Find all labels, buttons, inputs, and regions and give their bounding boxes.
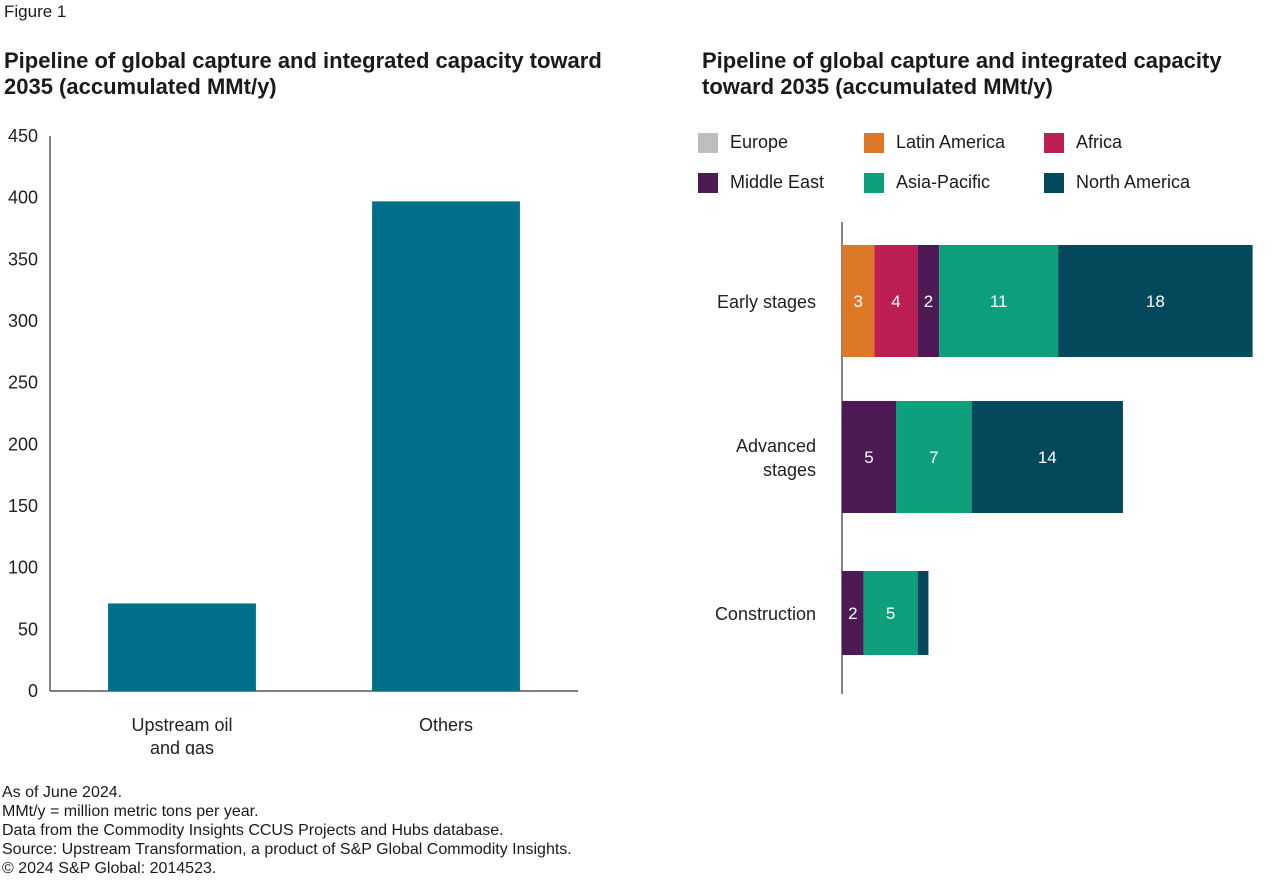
note-copyright: © 2024 S&P Global: 2014523. [2,860,217,877]
legend-item-north-america: North America [1044,172,1190,193]
bar-segment-construction-north-america [917,571,929,655]
bar-segment-early-stages-north-america [1058,245,1253,357]
data-label: 2 [924,292,933,311]
legend-item-africa: Africa [1044,132,1122,153]
bar-segment-advanced-stages-asia-pacific [896,401,972,513]
y-tick-label: 150 [8,496,38,516]
y-tick-label: 300 [8,311,38,331]
y-tick-label: 250 [8,373,38,393]
data-label: 11 [990,292,1008,311]
bar-segment-early-stages-africa [874,245,918,357]
legend-label: Africa [1076,132,1123,152]
legend-swatch [864,132,884,153]
legend-item-europe: Europe [698,132,788,153]
x-tick-label: Upstream oil and gas [131,715,232,755]
right-chart-legend: Europe Latin America Africa Middle East Asia… [698,132,1278,202]
legend-label: Middle East [730,172,825,192]
legend-label: Asia-Pacific [896,172,991,192]
legend-item-latin-america: Latin America [864,132,1005,153]
category-label: Advanced stages [736,436,816,480]
data-label: 4 [891,292,900,311]
left-chart-title: Pipeline of global capture and integrate… [4,48,602,99]
bar-segment-construction-asia-pacific [863,571,918,655]
note-unit: MMt/y = million metric tons per year. [2,803,259,820]
legend-swatch [698,132,718,153]
bar-upstream-oil-and-gas [108,603,256,691]
legend-swatch [1044,172,1064,193]
category-label: Early stages [717,292,816,312]
bar-others [372,201,520,691]
y-tick-label: 400 [8,188,38,208]
y-tick-label: 350 [8,249,38,269]
data-label: 18 [1146,292,1165,311]
data-label: 5 [886,604,895,623]
bar-segment-advanced-stages-north-america [971,401,1123,513]
bar-segment-construction-middle-east [842,571,864,655]
data-label: 3 [853,292,862,311]
data-label: 14 [1038,448,1057,467]
y-tick-label: 0 [28,681,38,701]
chart-notes: As of June 2024. MMt/y = million metric … [2,783,572,878]
legend-item-middle-east: Middle East [698,172,824,193]
x-tick-label: Others [419,715,473,735]
figure-label: Figure 1 [4,2,67,21]
data-label: 7 [929,448,938,467]
bar-segment-early-stages-latin-america [842,245,875,357]
legend-swatch [864,172,884,193]
y-tick-label: 100 [8,558,38,578]
bar-segment-advanced-stages-middle-east [842,401,897,513]
bar-segment-early-stages-middle-east [917,245,940,357]
right-stacked-bar-chart: Early stages 3 4 2 11 18 Advanced stages 5 7 14 Con… [715,222,1253,694]
legend-label: Europe [730,132,789,152]
data-label: 2 [848,604,857,623]
y-tick-label: 450 [8,126,38,146]
bar-segment-early-stages-asia-pacific [939,245,1059,357]
legend-label: North America [1076,172,1191,192]
data-label: 5 [864,448,873,467]
legend-label: Latin America [896,132,1006,152]
y-tick-label: 50 [18,619,38,639]
note-data-source: Data from the Commodity Insights CCUS Pr… [2,822,504,839]
note-source: Source: Upstream Transformation, a produ… [2,841,572,858]
legend-item-asia-pacific: Asia-Pacific [864,172,990,193]
category-label: Construction [715,604,816,624]
y-tick-label: 200 [8,434,38,454]
legend-swatch [1044,132,1064,153]
legend-swatch [698,172,718,193]
right-chart-title: Pipeline of global capture and integrate… [702,48,1222,99]
left-bar-chart: 0 50 100 150 200 250 300 350 400 450 Upstream oil a… [8,126,578,755]
note-date: As of June 2024. [2,784,123,801]
